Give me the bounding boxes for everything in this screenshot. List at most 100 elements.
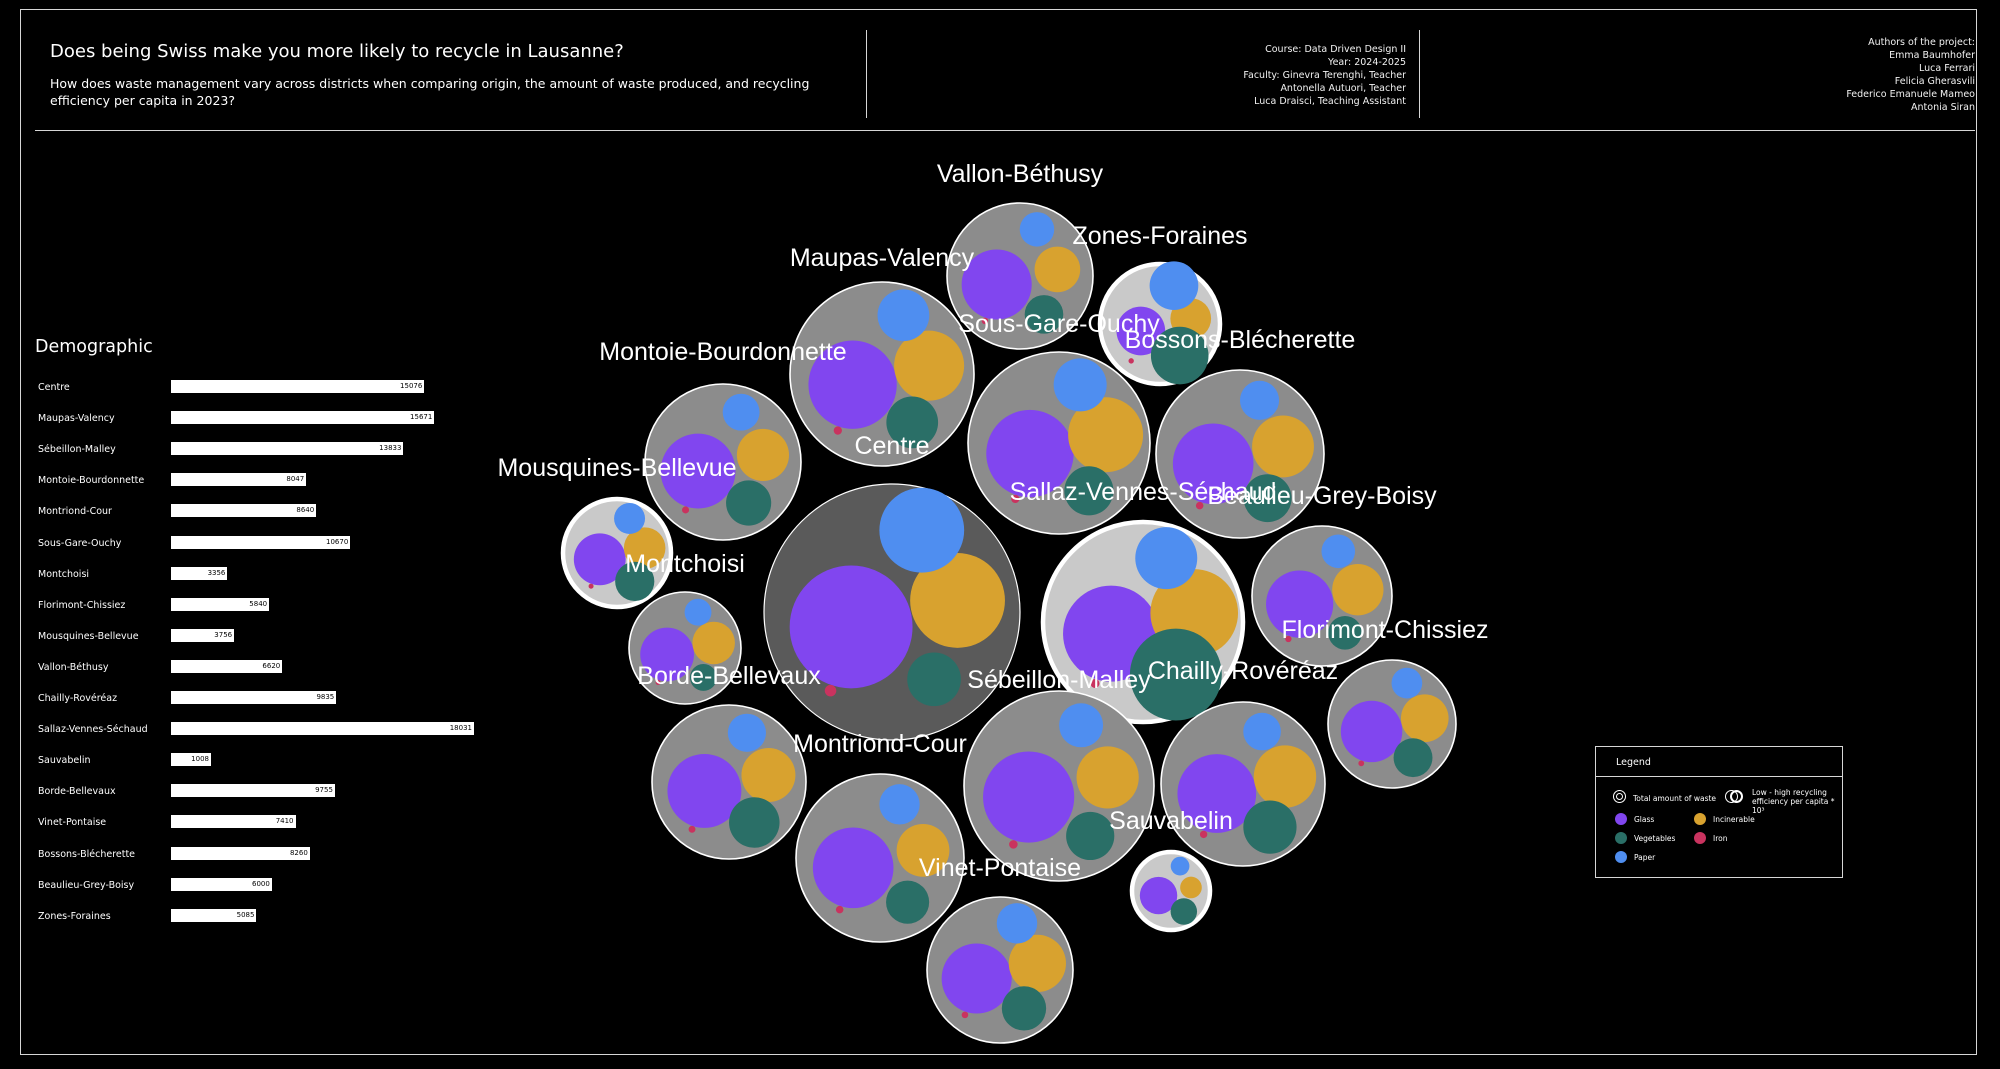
iron-circle <box>824 684 837 697</box>
glass-circle <box>1177 754 1257 833</box>
iron-circle <box>682 506 690 514</box>
paper-circle <box>1135 527 1198 590</box>
incinerable-circle <box>910 553 1005 648</box>
iron-circle <box>1195 501 1204 510</box>
glass-circle <box>1340 700 1403 763</box>
incinerable-circle <box>1180 876 1202 899</box>
iron-circle <box>588 583 594 589</box>
bar: 7410 <box>171 815 296 829</box>
glass-circle <box>667 753 742 828</box>
bar-category-label: Zones-Foraines <box>38 910 111 922</box>
bar-category-label: Bossons-Blécherette <box>38 848 136 860</box>
bar-value-label: 9835 <box>316 693 335 701</box>
incinerable-circle <box>1400 694 1449 743</box>
district-bubble <box>967 351 1151 535</box>
vegetables-circle <box>1328 616 1362 650</box>
vegetables-circle <box>907 652 961 707</box>
glass-circle <box>1266 570 1334 638</box>
bar-value-label: 15671 <box>410 413 433 422</box>
bar: 15076 <box>171 380 425 393</box>
vegetables-circle <box>1393 738 1433 778</box>
bar-category-label: Borde-Bellevaux <box>38 786 116 798</box>
bar: 1008 <box>171 753 211 767</box>
iron-circle <box>1128 358 1134 364</box>
incinerable-circle <box>1008 934 1066 993</box>
poster-frame <box>20 9 1977 1055</box>
total-waste-icon <box>1613 790 1626 803</box>
district-label: Sallaz-Vennes-Séchaud <box>1010 478 1277 506</box>
legend-glass: Glass <box>1634 815 1655 824</box>
iron-circle <box>688 825 696 833</box>
incinerable-circle <box>1034 246 1081 293</box>
vegetables-circle <box>689 664 717 691</box>
vegetables-circle <box>1024 295 1064 334</box>
legend-total-waste: Total amount of waste <box>1633 794 1717 803</box>
district-label: Florimont-Chissiez <box>1282 616 1489 644</box>
incinerable-legend-dot <box>1694 813 1706 825</box>
bar: 8047 <box>171 473 307 487</box>
incinerable-circle <box>736 428 790 482</box>
incinerable-circle <box>1252 415 1314 478</box>
district-label: Montriond-Cour <box>793 730 967 758</box>
iron-legend-dot <box>1694 832 1706 844</box>
vegetables-circle <box>1150 326 1209 385</box>
district-bubble <box>946 202 1094 350</box>
bar-value-label: 13833 <box>379 444 402 453</box>
district-label: Sauvabelin <box>1109 807 1233 835</box>
glass-circle <box>660 433 736 509</box>
vegetables-circle <box>1170 898 1198 925</box>
paper-circle <box>727 713 766 752</box>
bar-value-label: 8260 <box>289 848 308 857</box>
author-name: Federico Emanuele Mameo <box>1846 89 1975 100</box>
bar-value-label: 3756 <box>214 630 233 639</box>
bar-category-label: Mousquines-Bellevue <box>38 630 139 642</box>
legend-efficiency: Low - high recycling efficiency per capi… <box>1752 788 1835 815</box>
district-bubble <box>789 281 975 467</box>
bar: 6620 <box>171 659 283 673</box>
bar-category-label: Sauvabelin <box>38 755 91 767</box>
bar: 9755 <box>171 784 335 798</box>
incinerable-circle <box>894 330 965 401</box>
iron-circle <box>1199 830 1208 839</box>
legend: Legend Total amount of waste Low - high … <box>1595 746 1843 878</box>
header-divider-2 <box>1419 30 1420 118</box>
authors-heading: Authors of the project: <box>1868 37 1975 48</box>
district-bubble <box>628 591 742 705</box>
paper-circle <box>1391 667 1423 699</box>
paper-circle <box>1170 856 1190 876</box>
paper-circle <box>1243 712 1281 751</box>
bar-value-label: 7410 <box>275 817 294 826</box>
incinerable-circle <box>741 748 796 803</box>
bar-value-label: 1008 <box>191 755 209 764</box>
paper-circle <box>1053 358 1107 412</box>
iron-circle <box>1358 760 1365 767</box>
bar-value-label: 9755 <box>315 786 333 795</box>
district-label: Centre <box>854 432 929 460</box>
iron-circle <box>1285 635 1292 643</box>
district-bubble <box>1251 525 1393 667</box>
faculty-line: Luca Draisci, Teaching Assistant <box>1254 96 1406 107</box>
iron-circle <box>655 679 661 685</box>
district-bubble <box>1155 369 1325 539</box>
district-bubble <box>1097 261 1223 387</box>
legend-paper: Paper <box>1634 853 1656 862</box>
page-title: Does being Swiss make you more likely to… <box>50 41 624 62</box>
district-label: Sous-Gare-Ouchy <box>958 310 1160 338</box>
glass-circle <box>573 533 626 586</box>
district-bubble <box>763 483 1021 741</box>
district-bubble <box>795 773 965 943</box>
bar-category-label: Montoie-Bourdonnette <box>38 475 145 487</box>
district-bubble <box>1160 701 1326 867</box>
author-name: Antonia Siran <box>1911 102 1975 113</box>
district-label: Chailly-Rovéréaz <box>1148 657 1338 685</box>
bar-value-label: 6620 <box>262 661 281 670</box>
district-bubble <box>1129 849 1213 933</box>
bar-category-label: Sébeillon-Malley <box>38 444 116 456</box>
vegetables-circle <box>886 396 939 449</box>
glass-circle <box>941 943 1012 1014</box>
glass-circle <box>961 249 1032 320</box>
legend-title: Legend <box>1616 757 1651 768</box>
district-label: Borde-Bellevaux <box>637 662 821 690</box>
paper-circle <box>996 903 1038 944</box>
